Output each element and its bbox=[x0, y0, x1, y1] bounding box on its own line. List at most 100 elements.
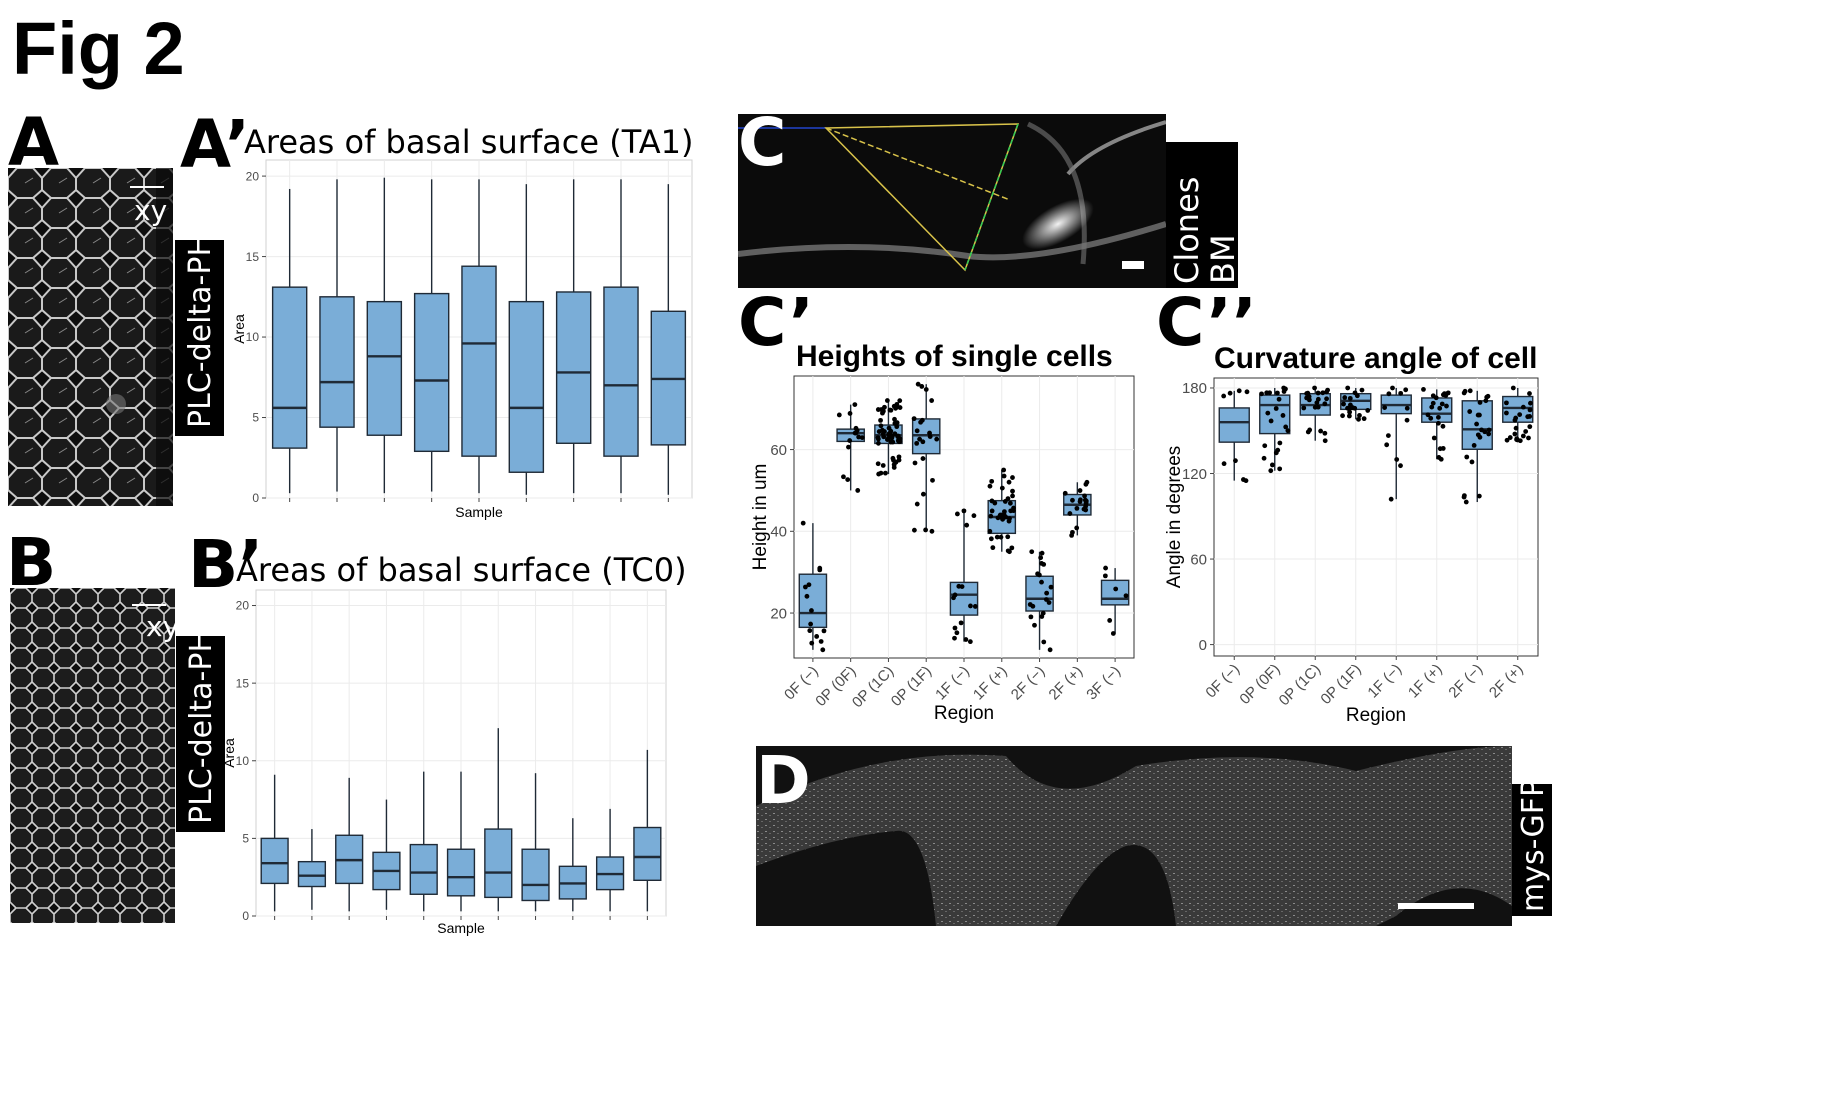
chart-areas-ta1: 0 5 10 15 20 Sample Area bbox=[231, 159, 693, 520]
data-point bbox=[929, 398, 935, 403]
panel-label-c: C bbox=[738, 104, 787, 181]
data-point bbox=[875, 461, 881, 467]
data-point bbox=[1083, 481, 1089, 487]
y-tick-label: 60 bbox=[1190, 551, 1207, 568]
data-point bbox=[845, 477, 851, 482]
data-point bbox=[1359, 387, 1365, 393]
y-tick-label: 60 bbox=[770, 442, 787, 459]
data-point bbox=[1483, 398, 1489, 404]
data-point bbox=[1520, 404, 1526, 410]
data-point bbox=[1435, 414, 1441, 420]
data-point bbox=[1077, 488, 1083, 493]
data-point bbox=[1429, 404, 1435, 410]
data-point bbox=[893, 459, 899, 465]
data-point bbox=[1070, 529, 1075, 535]
data-point bbox=[1275, 447, 1281, 453]
data-point bbox=[1030, 603, 1036, 609]
box bbox=[484, 828, 513, 899]
x-axis-label: Region bbox=[934, 703, 994, 724]
data-point bbox=[1437, 405, 1443, 411]
x-tick-label: 0P (1F) bbox=[1317, 661, 1364, 708]
data-point bbox=[1113, 586, 1119, 592]
data-point bbox=[814, 634, 820, 639]
box bbox=[508, 300, 545, 473]
y-axis-label: Area bbox=[231, 314, 247, 344]
box bbox=[260, 837, 289, 885]
scale-bar-a bbox=[130, 186, 164, 188]
data-point bbox=[1440, 423, 1446, 429]
data-point bbox=[1431, 435, 1437, 441]
data-point bbox=[808, 621, 814, 627]
data-point bbox=[971, 513, 977, 519]
panel-label-a-prime: A’ bbox=[180, 106, 251, 183]
cell-outline-pattern-a bbox=[8, 168, 173, 506]
data-point bbox=[1041, 639, 1047, 645]
data-point bbox=[1479, 427, 1484, 433]
data-point bbox=[917, 436, 922, 442]
data-point bbox=[1268, 468, 1274, 474]
data-point bbox=[1517, 412, 1523, 418]
data-point bbox=[1445, 390, 1451, 396]
data-point bbox=[1083, 498, 1089, 504]
data-point bbox=[847, 411, 853, 416]
box bbox=[603, 286, 639, 457]
data-point bbox=[1439, 401, 1445, 407]
data-point bbox=[1510, 385, 1516, 391]
data-point bbox=[1067, 511, 1073, 516]
data-point bbox=[1520, 433, 1526, 439]
data-point bbox=[963, 637, 969, 642]
panel-label-c-dprime: C’’ bbox=[1156, 284, 1257, 361]
data-point bbox=[914, 428, 920, 434]
x-axis-label: Sample bbox=[455, 504, 503, 520]
y-tick-label: 15 bbox=[236, 676, 250, 690]
data-point bbox=[987, 528, 993, 534]
y-axis-label: Area bbox=[221, 738, 237, 768]
data-point bbox=[856, 434, 862, 440]
data-point bbox=[1236, 388, 1242, 394]
data-point bbox=[1038, 555, 1044, 561]
data-point bbox=[1324, 396, 1329, 402]
data-point bbox=[1048, 584, 1054, 590]
data-point bbox=[1304, 391, 1310, 396]
data-point bbox=[1314, 400, 1320, 406]
data-point bbox=[920, 439, 926, 445]
data-point bbox=[911, 527, 917, 533]
data-point bbox=[1285, 428, 1291, 434]
x-tick-label: 2F (+) bbox=[1046, 663, 1087, 704]
data-point bbox=[1007, 500, 1013, 506]
box bbox=[297, 860, 327, 888]
marker-label-b: PLC-delta-PH bbox=[176, 630, 225, 832]
data-point bbox=[1320, 390, 1326, 396]
data-point bbox=[853, 425, 859, 431]
data-point bbox=[809, 640, 815, 646]
data-point bbox=[1504, 410, 1509, 416]
data-point bbox=[1275, 390, 1280, 396]
data-point bbox=[1281, 389, 1287, 394]
data-point bbox=[1504, 437, 1510, 443]
data-point bbox=[1467, 409, 1473, 414]
data-point bbox=[1421, 387, 1426, 392]
data-point bbox=[890, 455, 896, 461]
data-point bbox=[1340, 413, 1345, 419]
data-point bbox=[841, 474, 846, 480]
data-point bbox=[954, 630, 960, 636]
data-point bbox=[1345, 385, 1351, 391]
data-point bbox=[914, 440, 920, 446]
data-point bbox=[1044, 590, 1050, 596]
data-point bbox=[1009, 545, 1015, 551]
data-point bbox=[1040, 610, 1046, 616]
micrograph-c-overlay bbox=[738, 120, 1166, 272]
data-point bbox=[1039, 579, 1044, 585]
y-tick-label: 10 bbox=[246, 330, 260, 344]
data-point bbox=[1525, 414, 1531, 420]
data-point bbox=[1264, 390, 1270, 396]
data-point bbox=[875, 435, 881, 441]
data-point bbox=[934, 436, 940, 442]
data-point bbox=[1436, 455, 1442, 460]
box bbox=[555, 291, 592, 444]
data-point bbox=[1276, 396, 1282, 402]
data-point bbox=[1467, 388, 1473, 394]
data-point bbox=[847, 438, 853, 443]
